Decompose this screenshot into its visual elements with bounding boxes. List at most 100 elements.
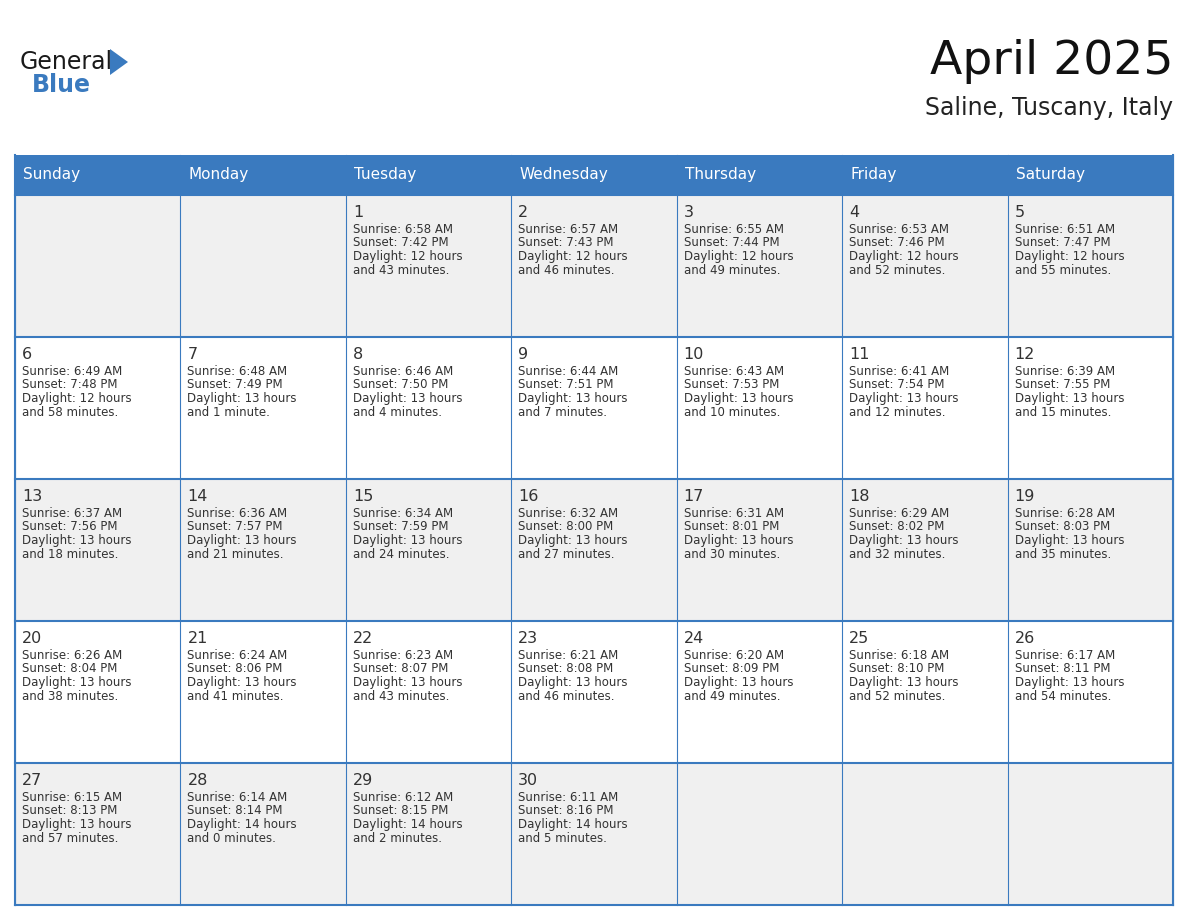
Text: 1: 1 bbox=[353, 205, 364, 220]
Text: Sunset: 7:57 PM: Sunset: 7:57 PM bbox=[188, 521, 283, 533]
Text: and 4 minutes.: and 4 minutes. bbox=[353, 406, 442, 419]
Text: 25: 25 bbox=[849, 631, 870, 646]
Text: Daylight: 13 hours: Daylight: 13 hours bbox=[23, 818, 132, 831]
Text: and 21 minutes.: and 21 minutes. bbox=[188, 547, 284, 561]
Text: Daylight: 13 hours: Daylight: 13 hours bbox=[684, 676, 794, 689]
Text: Sunset: 8:02 PM: Sunset: 8:02 PM bbox=[849, 521, 944, 533]
Text: Sunrise: 6:17 AM: Sunrise: 6:17 AM bbox=[1015, 649, 1114, 662]
Text: and 15 minutes.: and 15 minutes. bbox=[1015, 406, 1111, 419]
Text: and 41 minutes.: and 41 minutes. bbox=[188, 689, 284, 702]
Text: Sunrise: 6:39 AM: Sunrise: 6:39 AM bbox=[1015, 365, 1114, 378]
Text: Daylight: 14 hours: Daylight: 14 hours bbox=[518, 818, 628, 831]
Text: Sunrise: 6:51 AM: Sunrise: 6:51 AM bbox=[1015, 223, 1114, 236]
Text: 9: 9 bbox=[518, 347, 529, 362]
Text: Sunset: 8:10 PM: Sunset: 8:10 PM bbox=[849, 663, 944, 676]
Text: Sunrise: 6:23 AM: Sunrise: 6:23 AM bbox=[353, 649, 453, 662]
Text: Daylight: 12 hours: Daylight: 12 hours bbox=[353, 250, 462, 263]
Text: and 49 minutes.: and 49 minutes. bbox=[684, 263, 781, 276]
Text: Sunset: 7:55 PM: Sunset: 7:55 PM bbox=[1015, 378, 1110, 391]
Text: and 24 minutes.: and 24 minutes. bbox=[353, 547, 449, 561]
Text: Sunrise: 6:44 AM: Sunrise: 6:44 AM bbox=[518, 365, 619, 378]
Text: and 5 minutes.: and 5 minutes. bbox=[518, 832, 607, 845]
Text: 28: 28 bbox=[188, 773, 208, 788]
Text: Sunrise: 6:43 AM: Sunrise: 6:43 AM bbox=[684, 365, 784, 378]
Text: Sunset: 7:46 PM: Sunset: 7:46 PM bbox=[849, 237, 944, 250]
Text: Sunset: 7:53 PM: Sunset: 7:53 PM bbox=[684, 378, 779, 391]
Text: Sunrise: 6:48 AM: Sunrise: 6:48 AM bbox=[188, 365, 287, 378]
Text: Sunrise: 6:26 AM: Sunrise: 6:26 AM bbox=[23, 649, 122, 662]
Text: Daylight: 12 hours: Daylight: 12 hours bbox=[849, 250, 959, 263]
Text: Sunset: 7:54 PM: Sunset: 7:54 PM bbox=[849, 378, 944, 391]
Text: Sunrise: 6:49 AM: Sunrise: 6:49 AM bbox=[23, 365, 122, 378]
Text: Sunset: 7:44 PM: Sunset: 7:44 PM bbox=[684, 237, 779, 250]
Text: Sunrise: 6:29 AM: Sunrise: 6:29 AM bbox=[849, 507, 949, 520]
Bar bbox=[15, 195, 1173, 337]
Bar bbox=[15, 337, 1173, 479]
Text: Daylight: 13 hours: Daylight: 13 hours bbox=[684, 392, 794, 405]
Text: and 55 minutes.: and 55 minutes. bbox=[1015, 263, 1111, 276]
Text: Daylight: 12 hours: Daylight: 12 hours bbox=[1015, 250, 1124, 263]
Text: 20: 20 bbox=[23, 631, 43, 646]
Text: Daylight: 13 hours: Daylight: 13 hours bbox=[1015, 676, 1124, 689]
Text: Daylight: 13 hours: Daylight: 13 hours bbox=[849, 392, 959, 405]
Text: 11: 11 bbox=[849, 347, 870, 362]
Text: and 43 minutes.: and 43 minutes. bbox=[353, 263, 449, 276]
Text: Sunset: 7:51 PM: Sunset: 7:51 PM bbox=[518, 378, 614, 391]
Bar bbox=[15, 763, 1173, 905]
Text: Sunset: 8:00 PM: Sunset: 8:00 PM bbox=[518, 521, 613, 533]
Bar bbox=[15, 621, 1173, 763]
Text: Sunset: 8:09 PM: Sunset: 8:09 PM bbox=[684, 663, 779, 676]
Text: Sunset: 7:43 PM: Sunset: 7:43 PM bbox=[518, 237, 614, 250]
Text: Friday: Friday bbox=[851, 167, 897, 183]
Text: 12: 12 bbox=[1015, 347, 1035, 362]
Text: Sunset: 7:42 PM: Sunset: 7:42 PM bbox=[353, 237, 449, 250]
Text: 17: 17 bbox=[684, 489, 704, 504]
Text: Sunrise: 6:32 AM: Sunrise: 6:32 AM bbox=[518, 507, 619, 520]
Text: Sunset: 8:07 PM: Sunset: 8:07 PM bbox=[353, 663, 448, 676]
Text: 24: 24 bbox=[684, 631, 704, 646]
Text: Daylight: 13 hours: Daylight: 13 hours bbox=[188, 534, 297, 547]
Text: Sunrise: 6:14 AM: Sunrise: 6:14 AM bbox=[188, 791, 287, 804]
Text: Sunset: 8:06 PM: Sunset: 8:06 PM bbox=[188, 663, 283, 676]
Text: Sunset: 7:48 PM: Sunset: 7:48 PM bbox=[23, 378, 118, 391]
Text: Sunrise: 6:53 AM: Sunrise: 6:53 AM bbox=[849, 223, 949, 236]
Text: 14: 14 bbox=[188, 489, 208, 504]
Text: Tuesday: Tuesday bbox=[354, 167, 416, 183]
Text: Saturday: Saturday bbox=[1016, 167, 1085, 183]
Text: Sunrise: 6:36 AM: Sunrise: 6:36 AM bbox=[188, 507, 287, 520]
Text: Sunrise: 6:31 AM: Sunrise: 6:31 AM bbox=[684, 507, 784, 520]
Text: 16: 16 bbox=[518, 489, 538, 504]
Text: Daylight: 14 hours: Daylight: 14 hours bbox=[188, 818, 297, 831]
Text: Sunrise: 6:15 AM: Sunrise: 6:15 AM bbox=[23, 791, 122, 804]
Text: Daylight: 13 hours: Daylight: 13 hours bbox=[849, 676, 959, 689]
Text: and 58 minutes.: and 58 minutes. bbox=[23, 406, 119, 419]
Text: and 1 minute.: and 1 minute. bbox=[188, 406, 271, 419]
Text: Daylight: 13 hours: Daylight: 13 hours bbox=[353, 676, 462, 689]
Text: Daylight: 12 hours: Daylight: 12 hours bbox=[518, 250, 628, 263]
Text: 2: 2 bbox=[518, 205, 529, 220]
Text: Sunset: 8:14 PM: Sunset: 8:14 PM bbox=[188, 804, 283, 818]
Text: Daylight: 12 hours: Daylight: 12 hours bbox=[684, 250, 794, 263]
Text: Daylight: 13 hours: Daylight: 13 hours bbox=[684, 534, 794, 547]
Text: and 46 minutes.: and 46 minutes. bbox=[518, 263, 614, 276]
Text: Sunset: 7:49 PM: Sunset: 7:49 PM bbox=[188, 378, 283, 391]
Text: Sunrise: 6:21 AM: Sunrise: 6:21 AM bbox=[518, 649, 619, 662]
Text: and 35 minutes.: and 35 minutes. bbox=[1015, 547, 1111, 561]
Text: Sunrise: 6:28 AM: Sunrise: 6:28 AM bbox=[1015, 507, 1114, 520]
Text: Sunrise: 6:11 AM: Sunrise: 6:11 AM bbox=[518, 791, 619, 804]
Text: Sunset: 8:03 PM: Sunset: 8:03 PM bbox=[1015, 521, 1110, 533]
Text: Sunrise: 6:37 AM: Sunrise: 6:37 AM bbox=[23, 507, 122, 520]
Text: and 52 minutes.: and 52 minutes. bbox=[849, 689, 946, 702]
Text: Daylight: 13 hours: Daylight: 13 hours bbox=[188, 676, 297, 689]
Text: Sunset: 8:08 PM: Sunset: 8:08 PM bbox=[518, 663, 613, 676]
Text: Blue: Blue bbox=[32, 73, 91, 97]
Text: Daylight: 13 hours: Daylight: 13 hours bbox=[353, 534, 462, 547]
Text: and 46 minutes.: and 46 minutes. bbox=[518, 689, 614, 702]
Text: and 52 minutes.: and 52 minutes. bbox=[849, 263, 946, 276]
Text: 3: 3 bbox=[684, 205, 694, 220]
Text: Sunday: Sunday bbox=[23, 167, 80, 183]
Text: and 30 minutes.: and 30 minutes. bbox=[684, 547, 781, 561]
Text: Daylight: 13 hours: Daylight: 13 hours bbox=[518, 534, 627, 547]
Text: 21: 21 bbox=[188, 631, 208, 646]
Text: Sunset: 8:16 PM: Sunset: 8:16 PM bbox=[518, 804, 614, 818]
